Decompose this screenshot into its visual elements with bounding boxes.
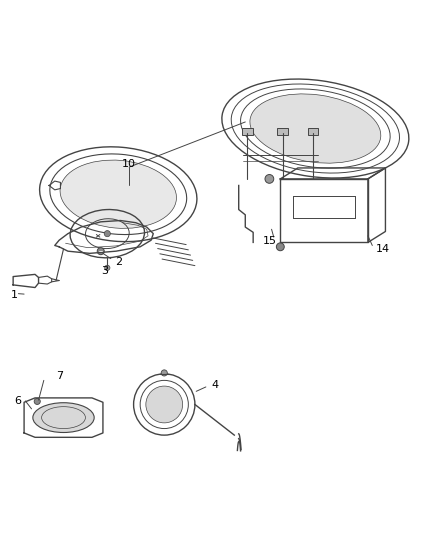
Text: 15: 15 xyxy=(263,236,277,246)
Circle shape xyxy=(97,248,104,255)
FancyBboxPatch shape xyxy=(277,128,288,135)
Ellipse shape xyxy=(60,160,177,228)
FancyBboxPatch shape xyxy=(242,128,253,135)
Text: 10: 10 xyxy=(122,159,136,168)
Text: 14: 14 xyxy=(376,244,390,254)
FancyBboxPatch shape xyxy=(308,128,318,135)
Circle shape xyxy=(265,174,274,183)
Circle shape xyxy=(146,386,183,423)
Circle shape xyxy=(276,243,284,251)
Ellipse shape xyxy=(33,403,94,432)
Text: 7: 7 xyxy=(57,371,64,381)
Text: 1: 1 xyxy=(11,290,18,300)
Circle shape xyxy=(104,231,110,237)
Circle shape xyxy=(105,265,110,270)
Text: 3: 3 xyxy=(102,266,109,276)
Text: 4: 4 xyxy=(211,379,218,390)
Text: 2: 2 xyxy=(115,257,122,267)
Ellipse shape xyxy=(250,94,381,163)
Circle shape xyxy=(161,370,167,376)
Circle shape xyxy=(34,398,40,405)
Text: 6: 6 xyxy=(14,396,21,406)
